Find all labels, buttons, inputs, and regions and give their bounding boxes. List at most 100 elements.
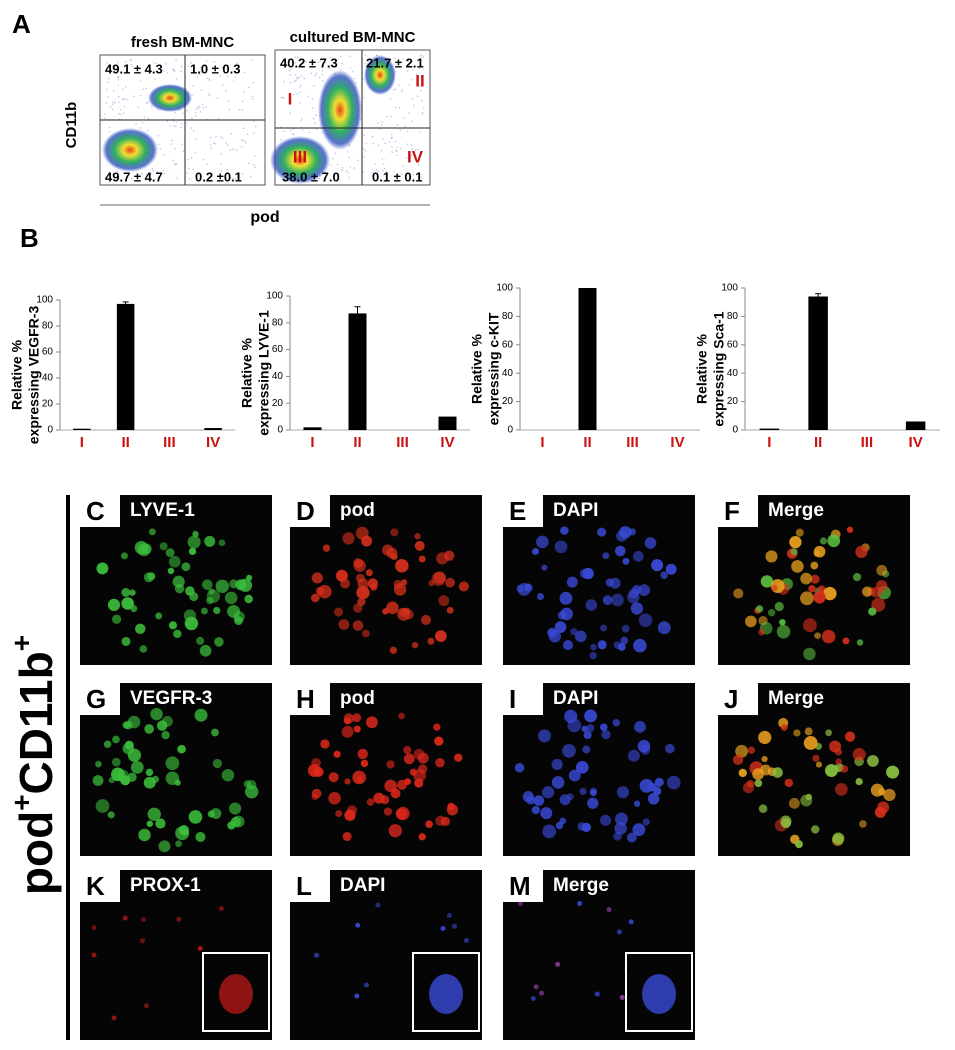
cell <box>852 747 866 761</box>
cell <box>229 579 239 589</box>
y-tick-label: 20 <box>42 399 54 410</box>
cell <box>758 730 772 745</box>
cell <box>96 562 109 575</box>
cell <box>584 709 598 723</box>
stain-label: LYVE-1 <box>130 500 195 521</box>
cell <box>810 561 819 570</box>
event-dot <box>174 147 176 150</box>
cell <box>755 605 764 613</box>
x-tick-label: II <box>583 434 591 451</box>
cell <box>541 786 555 799</box>
cell <box>754 779 763 788</box>
event-dot <box>252 81 254 84</box>
event-dot <box>104 113 106 115</box>
cell <box>554 540 568 554</box>
cell <box>103 740 112 748</box>
cell <box>159 542 168 551</box>
cell <box>206 589 221 603</box>
cell <box>454 753 463 762</box>
x-tick-label: I <box>540 434 544 451</box>
event-dot <box>289 112 291 114</box>
event-dot <box>241 100 244 103</box>
event-dot <box>395 149 398 152</box>
cell <box>143 1003 149 1009</box>
cell <box>808 585 816 593</box>
cell <box>547 627 557 638</box>
event-dot <box>406 143 409 145</box>
y-tick-label: 80 <box>42 321 54 332</box>
event-dot <box>332 157 334 160</box>
event-dot <box>253 164 255 166</box>
y-axis-label: expressing VEGFR-3 <box>26 306 42 445</box>
event-dot <box>362 78 365 80</box>
event-dot <box>297 56 299 58</box>
superscript: + <box>6 794 37 810</box>
event-dot <box>313 84 315 87</box>
cell <box>403 745 412 755</box>
cell <box>435 815 446 827</box>
stain-label: VEGFR-3 <box>130 688 212 709</box>
event-dot <box>374 163 377 166</box>
cell <box>356 776 363 783</box>
event-dot <box>422 112 424 115</box>
event-dot <box>319 60 322 62</box>
cell <box>562 640 573 651</box>
cell <box>174 583 185 594</box>
event-dot <box>357 159 359 162</box>
bar <box>116 303 135 430</box>
bar <box>438 416 457 430</box>
event-dot <box>253 132 255 134</box>
event-dot <box>249 175 252 178</box>
event-dot <box>163 70 165 72</box>
cell <box>175 840 182 848</box>
event-dot <box>251 59 254 62</box>
event-dot <box>421 100 423 102</box>
y-tick-label: 100 <box>266 291 283 302</box>
event-dot <box>213 142 216 145</box>
event-dot <box>321 73 324 76</box>
x-tick-label: III <box>626 434 639 451</box>
letter-box <box>80 683 120 715</box>
cell <box>638 613 653 628</box>
cell <box>355 922 361 928</box>
event-dot <box>294 56 296 58</box>
x-tick-label: I <box>767 434 771 451</box>
event-dot <box>348 156 351 159</box>
y-tick-label: 80 <box>727 311 739 322</box>
event-dot <box>111 108 114 111</box>
cell <box>411 641 419 649</box>
cell <box>112 735 120 744</box>
cell <box>537 593 545 601</box>
event-dot <box>347 172 349 174</box>
cell <box>614 822 627 835</box>
letter-box <box>290 870 330 902</box>
y-tick-label: 40 <box>727 368 739 379</box>
cell <box>122 915 128 921</box>
event-dot <box>106 61 108 64</box>
event-dot <box>420 89 422 92</box>
cell <box>335 810 343 818</box>
cell <box>539 990 545 996</box>
cell <box>644 537 657 549</box>
event-dot <box>314 74 316 77</box>
cell <box>147 807 161 821</box>
event-dot <box>166 72 169 74</box>
event-dot <box>402 165 405 167</box>
cell <box>356 586 370 600</box>
cell <box>343 713 354 724</box>
event-dot <box>106 88 108 91</box>
cell <box>346 805 358 816</box>
cell <box>207 810 215 818</box>
event-dot <box>288 69 291 72</box>
cell <box>657 621 671 635</box>
event-dot <box>187 158 190 161</box>
event-dot <box>219 163 222 166</box>
event-dot <box>228 108 231 111</box>
cell <box>570 628 578 636</box>
y-tick-label: 40 <box>272 371 284 382</box>
event-dot <box>398 84 400 87</box>
event-dot <box>381 121 383 123</box>
cell <box>640 745 651 755</box>
event-dot <box>227 100 230 102</box>
event-dot <box>417 164 420 166</box>
